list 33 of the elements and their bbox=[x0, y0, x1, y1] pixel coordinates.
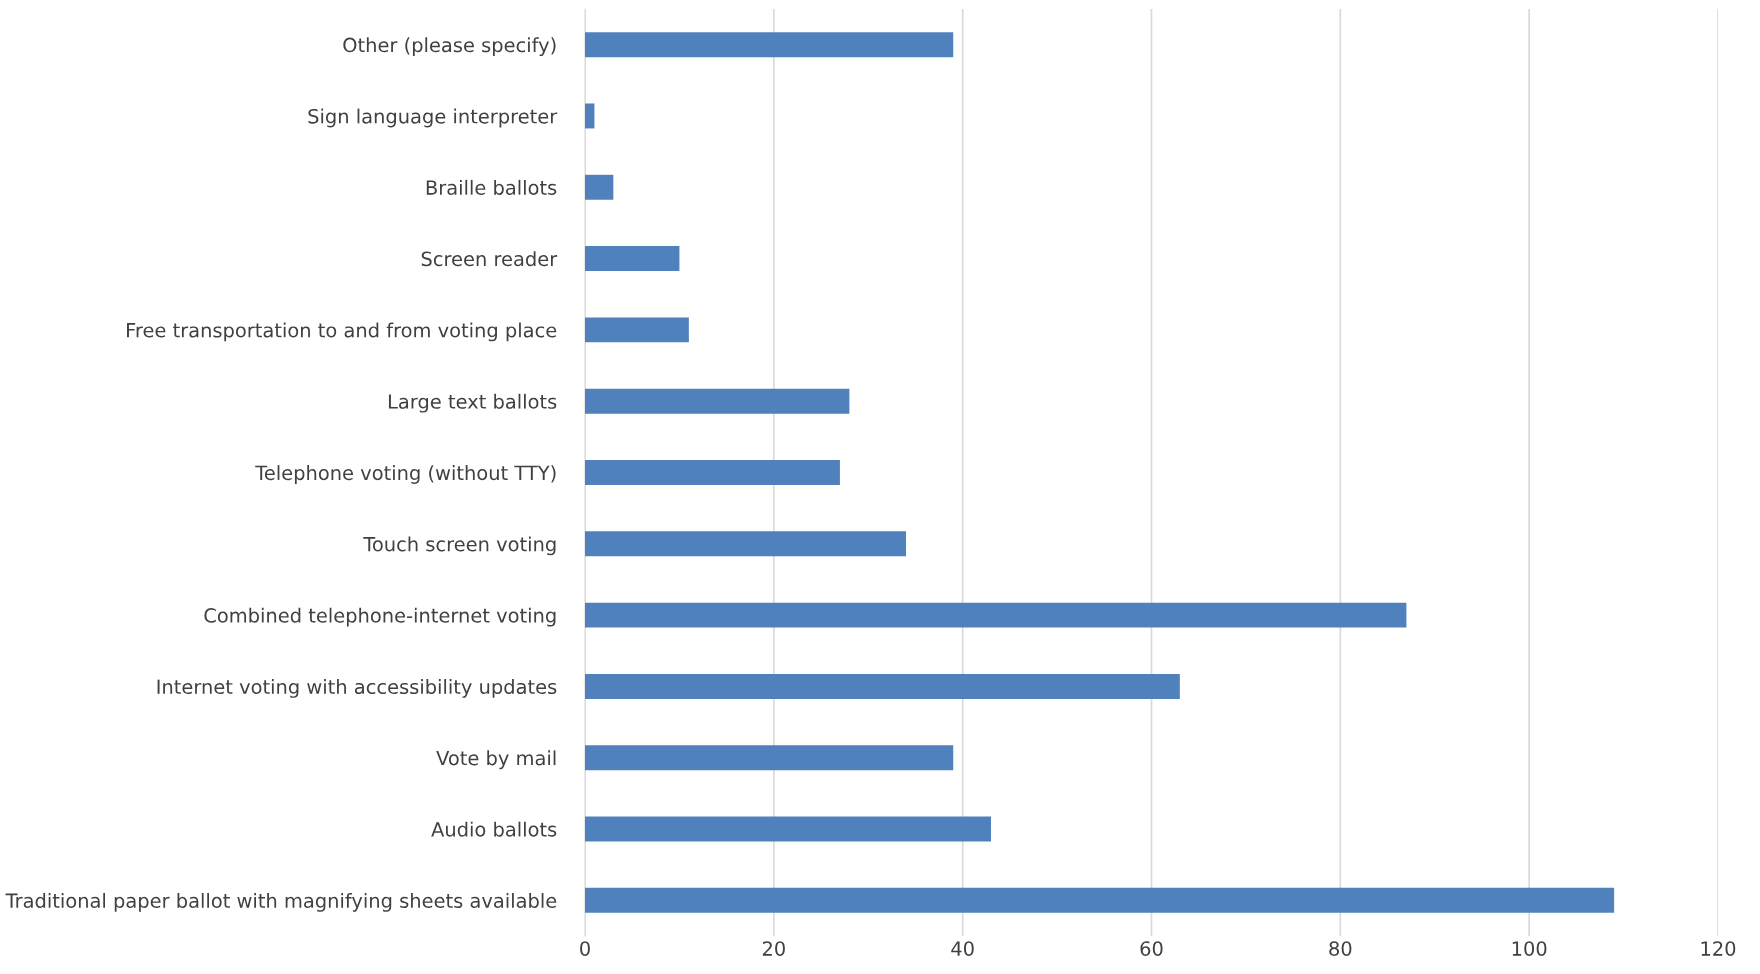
y-tick-label: Telephone voting (without TTY) bbox=[255, 465, 556, 484]
y-tick-label: Touch screen voting bbox=[363, 536, 556, 556]
bar bbox=[585, 673, 1180, 699]
bar bbox=[585, 816, 991, 842]
bar bbox=[585, 317, 689, 343]
x-tick-label: 80 bbox=[1329, 941, 1352, 956]
y-tick-label: Combined telephone-internet voting bbox=[204, 607, 556, 627]
y-tick-label: Screen reader bbox=[421, 251, 558, 267]
bar bbox=[585, 531, 907, 557]
y-tick-label: Sign language interpreter bbox=[308, 108, 558, 128]
y-tick-label: Vote by mail bbox=[436, 750, 556, 770]
x-tick-label: 20 bbox=[762, 941, 785, 956]
bar bbox=[585, 388, 850, 414]
x-tick-label: 60 bbox=[1140, 941, 1163, 956]
bar bbox=[585, 103, 595, 129]
bar bbox=[585, 460, 840, 485]
y-tick-label: Large text ballots bbox=[388, 393, 557, 413]
y-tick-label: Other (please specify) bbox=[343, 37, 556, 57]
bar bbox=[585, 174, 614, 200]
bar bbox=[585, 745, 954, 771]
y-tick-label: Audio ballots bbox=[431, 821, 557, 837]
y-tick-label: Traditional paper ballot with magnifying sheets available bbox=[5, 892, 557, 912]
bar bbox=[585, 887, 1615, 913]
y-tick-label: Braille ballots bbox=[426, 179, 557, 195]
x-tick-label: 100 bbox=[1512, 941, 1547, 956]
x-tick-label: 40 bbox=[951, 941, 974, 956]
x-tick-label: 120 bbox=[1701, 941, 1736, 956]
y-tick-label: Free transportation to and from voting place bbox=[127, 322, 557, 342]
x-tick-label: 0 bbox=[580, 941, 590, 956]
bar bbox=[585, 602, 1407, 628]
bar bbox=[585, 32, 954, 58]
bar bbox=[585, 246, 680, 272]
y-tick-label: Internet voting with accessibility updates bbox=[157, 679, 557, 698]
